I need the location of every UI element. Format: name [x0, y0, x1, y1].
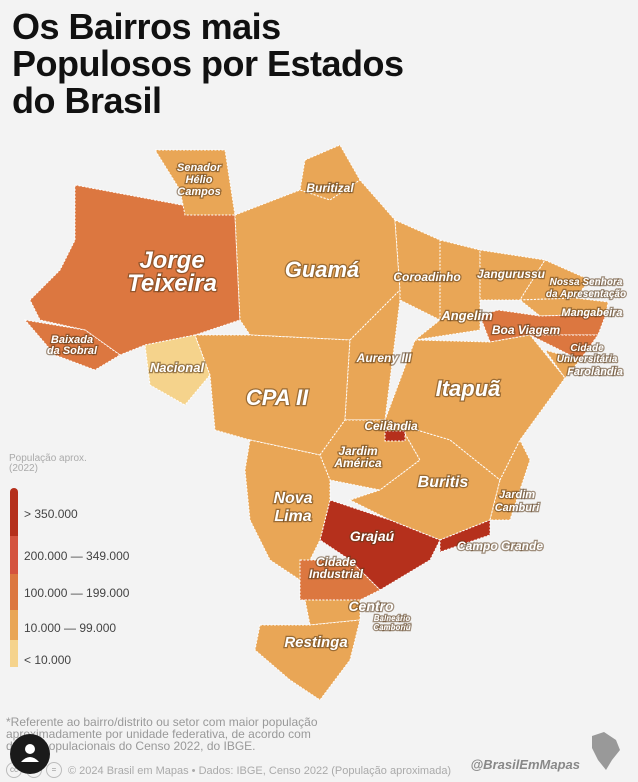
neighborhood-label-rr: Senador	[177, 162, 222, 174]
neighborhood-label-ce: Jangurussu	[477, 267, 546, 281]
state-rj	[439, 519, 491, 553]
brasil-em-mapas-logo-icon	[592, 732, 620, 770]
state-ro	[144, 334, 211, 406]
page-title: Os Bairros mais Populosos por Estados do…	[12, 6, 404, 121]
state-rr	[154, 149, 236, 216]
neighborhood-label-sc2: Balneário	[374, 614, 411, 623]
state-ma	[394, 219, 441, 321]
neighborhood-label-pr2: Industrial	[309, 567, 364, 581]
neighborhood-label-sc: Centro	[348, 598, 394, 614]
neighborhood-label-rr3: Campos	[177, 186, 220, 198]
state-rn	[519, 259, 591, 301]
legend-swatch-1	[10, 488, 18, 536]
legend-label: < 10.000	[24, 653, 72, 667]
neighborhood-label-rr2: Hélio	[186, 174, 213, 186]
neighborhood-label-rj: Campo Grande	[457, 539, 543, 553]
state-rs	[254, 619, 361, 701]
state-pi	[413, 239, 481, 341]
neighborhood-label-sp: Grajaú	[350, 528, 395, 544]
legend-swatch-3	[10, 574, 18, 610]
neighborhood-label-ap: Buritizal	[306, 181, 354, 195]
neighborhood-label-ba: Itapuã	[436, 376, 501, 401]
legend-label: > 350.000	[24, 507, 78, 521]
neighborhood-label-rn1: Nossa Senhora	[550, 277, 623, 288]
state-pr	[299, 559, 381, 601]
state-al	[529, 334, 599, 361]
neighborhood-label-mt: CPA II	[246, 385, 309, 410]
neighborhood-label-go2: América	[333, 456, 382, 470]
legend-label: 200.000 — 349.000	[24, 549, 130, 563]
state-to	[344, 288, 401, 421]
legend-swatch-4	[10, 610, 18, 640]
neighborhood-label-pa: Guamá	[285, 257, 360, 282]
neighborhood-label-ms2: Lima	[274, 508, 311, 525]
neighborhood-label-am1: Jorge	[139, 247, 204, 274]
legend-swatch-2	[10, 536, 18, 574]
legend-label: 10.000 — 99.000	[24, 621, 117, 635]
handle: @BrasilEmMapas	[470, 757, 581, 772]
neighborhood-label-rs: Restinga	[284, 634, 347, 651]
neighborhood-label-ro: Nacional	[150, 360, 205, 375]
neighborhood-label-se: Farolândia	[567, 366, 623, 378]
nd-icon: =	[46, 762, 62, 778]
neighborhood-label-to: Aureny III	[356, 351, 412, 365]
neighborhood-label-am2: Teixeira	[127, 270, 217, 297]
neighborhood-label-mg: Buritis	[418, 474, 469, 491]
legend-title: População aprox. (2022)	[9, 453, 87, 474]
state-pb	[518, 297, 609, 317]
footer-credits: © 2024 Brasil em Mapas • Dados: IBGE, Ce…	[68, 765, 452, 777]
legend-label: 100.000 — 199.000	[24, 586, 130, 600]
state-sp	[319, 499, 441, 591]
state-ac	[23, 319, 121, 371]
state-df	[384, 430, 406, 442]
neighborhood-label-rn2: da Apresentação	[546, 289, 626, 300]
neighborhood-label-al1: Cidade	[570, 343, 604, 354]
neighborhood-label-pb: Mangabeira	[561, 307, 622, 319]
user-avatar-button[interactable]	[10, 734, 50, 774]
neighborhood-label-es2: Camburi	[495, 502, 541, 514]
neighborhood-label-go1: Jardim	[338, 444, 378, 458]
footnote: *Referente ao bairro/distrito ou setor c…	[6, 715, 318, 753]
neighborhood-label-ac1: Baixada	[51, 334, 93, 346]
neighborhood-label-ms1: Nova	[273, 490, 312, 507]
neighborhood-label-sc3: Camboriú	[373, 623, 410, 632]
neighborhood-label-pe: Boa Viagem	[492, 323, 561, 337]
neighborhood-label-es1: Jardim	[499, 489, 535, 501]
neighborhood-label-df: Ceilândia	[364, 419, 418, 433]
neighborhood-label-pr1: Cidade	[316, 555, 356, 569]
state-pe	[479, 309, 607, 343]
neighborhood-label-pi: Angelim	[440, 308, 493, 323]
state-se	[543, 349, 581, 379]
state-es	[489, 438, 531, 521]
neighborhood-label-ac2: da Sobral	[47, 345, 98, 357]
neighborhood-label-ma: Coroadinho	[393, 270, 460, 284]
neighborhood-label-al2: Universitária	[557, 354, 618, 365]
legend-swatch-5	[10, 640, 18, 667]
